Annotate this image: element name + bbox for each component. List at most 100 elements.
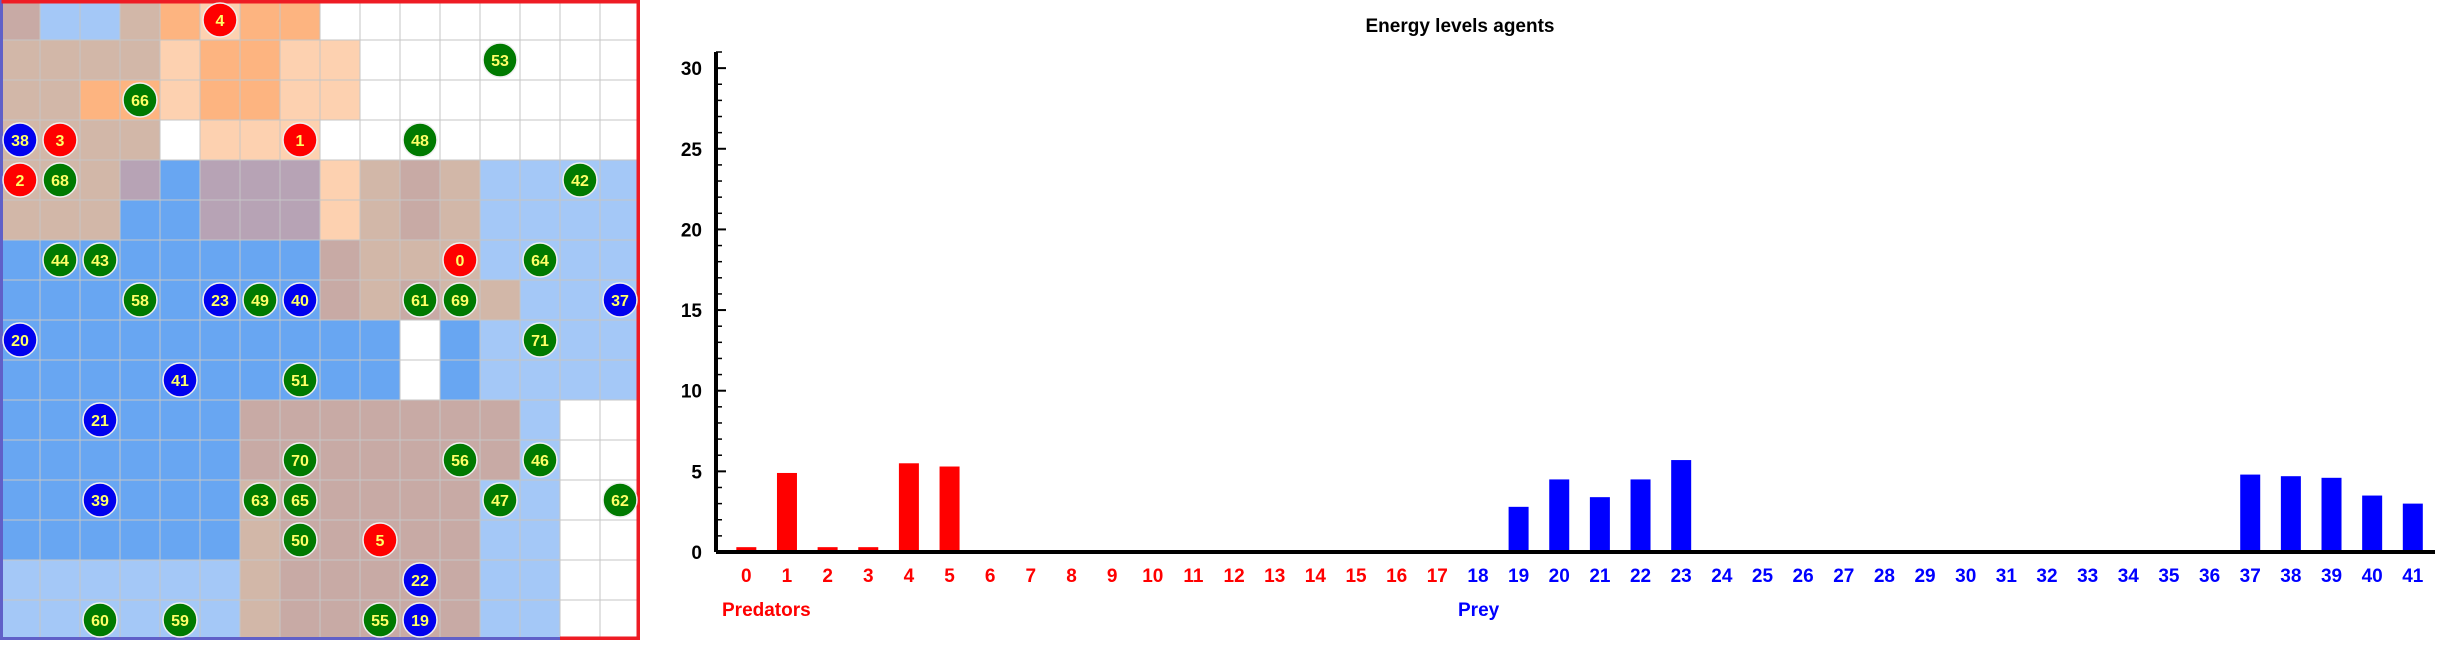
agent-plant[interactable]: 43 [82,242,118,278]
agent-plant[interactable]: 68 [42,162,78,198]
grid-cell [119,439,161,481]
agent-id-label: 70 [291,453,309,470]
agent-plant[interactable]: 63 [242,482,278,518]
agent-predator[interactable]: 4 [202,2,238,38]
x-tick-label: 1 [782,566,793,587]
grid-cell [479,519,521,561]
grid-cell [319,479,361,521]
agent-plant[interactable]: 71 [522,322,558,358]
agent-prey[interactable]: 21 [82,402,118,438]
agent-plant[interactable]: 47 [482,482,518,518]
agent-plant[interactable]: 49 [242,282,278,318]
grid-cell [479,79,521,121]
plant-marker [242,282,278,318]
agent-plant[interactable]: 48 [402,122,438,158]
x-tick-label: 25 [1752,566,1774,587]
agent-plant[interactable]: 69 [442,282,478,318]
grid-cell [519,39,561,81]
agent-plant[interactable]: 65 [282,482,318,518]
grid-cell [439,39,481,81]
agent-id-label: 56 [451,453,469,470]
energy-chart-svg: Energy levels agents Predators Prey 0510… [681,16,2435,621]
agent-prey[interactable]: 37 [602,282,638,318]
agent-predator[interactable]: 2 [2,162,38,198]
grid-cell [399,79,441,121]
agent-prey[interactable]: 23 [202,282,238,318]
agent-plant[interactable]: 60 [82,602,118,638]
grid-cell [359,559,401,601]
plant-marker [402,122,438,158]
agent-plant[interactable]: 51 [282,362,318,398]
agent-plant[interactable]: 61 [402,282,438,318]
agent-plant[interactable]: 59 [162,602,198,638]
bar-prey-41 [2402,503,2423,552]
plant-marker [522,242,558,278]
agent-plant[interactable]: 66 [122,82,158,118]
agent-predator[interactable]: 3 [42,122,78,158]
x-tick-label: 26 [1793,566,1814,587]
agent-plant[interactable]: 70 [282,442,318,478]
bar-predator-4 [898,463,919,552]
grid-cell [159,439,201,481]
agent-prey[interactable]: 20 [2,322,38,358]
agent-plant[interactable]: 62 [602,482,638,518]
agent-prey[interactable]: 22 [402,562,438,598]
agent-predator[interactable]: 5 [362,522,398,558]
agent-prey[interactable]: 38 [2,122,38,158]
grid-cell [79,0,121,41]
agent-plant[interactable]: 53 [482,42,518,78]
x-tick-label: 19 [1508,566,1529,587]
grid-cell [159,479,201,521]
grid-cell [599,39,641,81]
plant-marker [282,442,318,478]
grid-cell [239,559,281,601]
agent-prey[interactable]: 41 [162,362,198,398]
x-tick-label: 3 [863,566,874,587]
grid-cell [0,359,41,401]
grid-cell [239,39,281,81]
agent-predator[interactable]: 1 [282,122,318,158]
chart-title: Energy levels agents [1365,16,1554,37]
predator-marker [202,2,238,38]
grid-cell [39,79,81,121]
agent-plant[interactable]: 50 [282,522,318,558]
agent-prey[interactable]: 19 [402,602,438,638]
grid-cell [599,439,641,481]
grid-cell [399,479,441,521]
agent-id-label: 61 [411,293,429,310]
grid-cell [359,159,401,201]
agent-plant[interactable]: 44 [42,242,78,278]
agent-plant[interactable]: 55 [362,602,398,638]
agent-id-label: 23 [211,293,229,310]
agent-id-label: 43 [91,253,109,270]
agent-plant[interactable]: 46 [522,442,558,478]
grid-cell [319,599,361,641]
agent-plant[interactable]: 42 [562,162,598,198]
grid-cell [399,519,441,561]
grid-cell [119,199,161,241]
grid-cell [479,599,521,641]
grid-cell [439,519,481,561]
agent-predator[interactable]: 0 [442,242,478,278]
grid-cell [319,359,361,401]
grid-cell [279,559,321,601]
grid-cell [439,599,481,641]
x-tick-label: 20 [1549,566,1570,587]
agent-plant[interactable]: 56 [442,442,478,478]
agent-prey[interactable]: 40 [282,282,318,318]
grid-cell [0,559,41,601]
grid-cell [79,519,121,561]
grid-cell [559,279,601,321]
grid-cell [0,79,41,121]
x-tick-label: 39 [2321,566,2342,587]
prey-marker [202,282,238,318]
grid-cell [359,439,401,481]
grid-cell [79,39,121,81]
agent-plant[interactable]: 58 [122,282,158,318]
agent-plant[interactable]: 64 [522,242,558,278]
bar-prey-21 [1589,497,1610,552]
x-tick-label: 2 [822,566,833,587]
agent-prey[interactable]: 39 [82,482,118,518]
agent-id-label: 63 [251,493,269,510]
grid-cell [359,119,401,161]
